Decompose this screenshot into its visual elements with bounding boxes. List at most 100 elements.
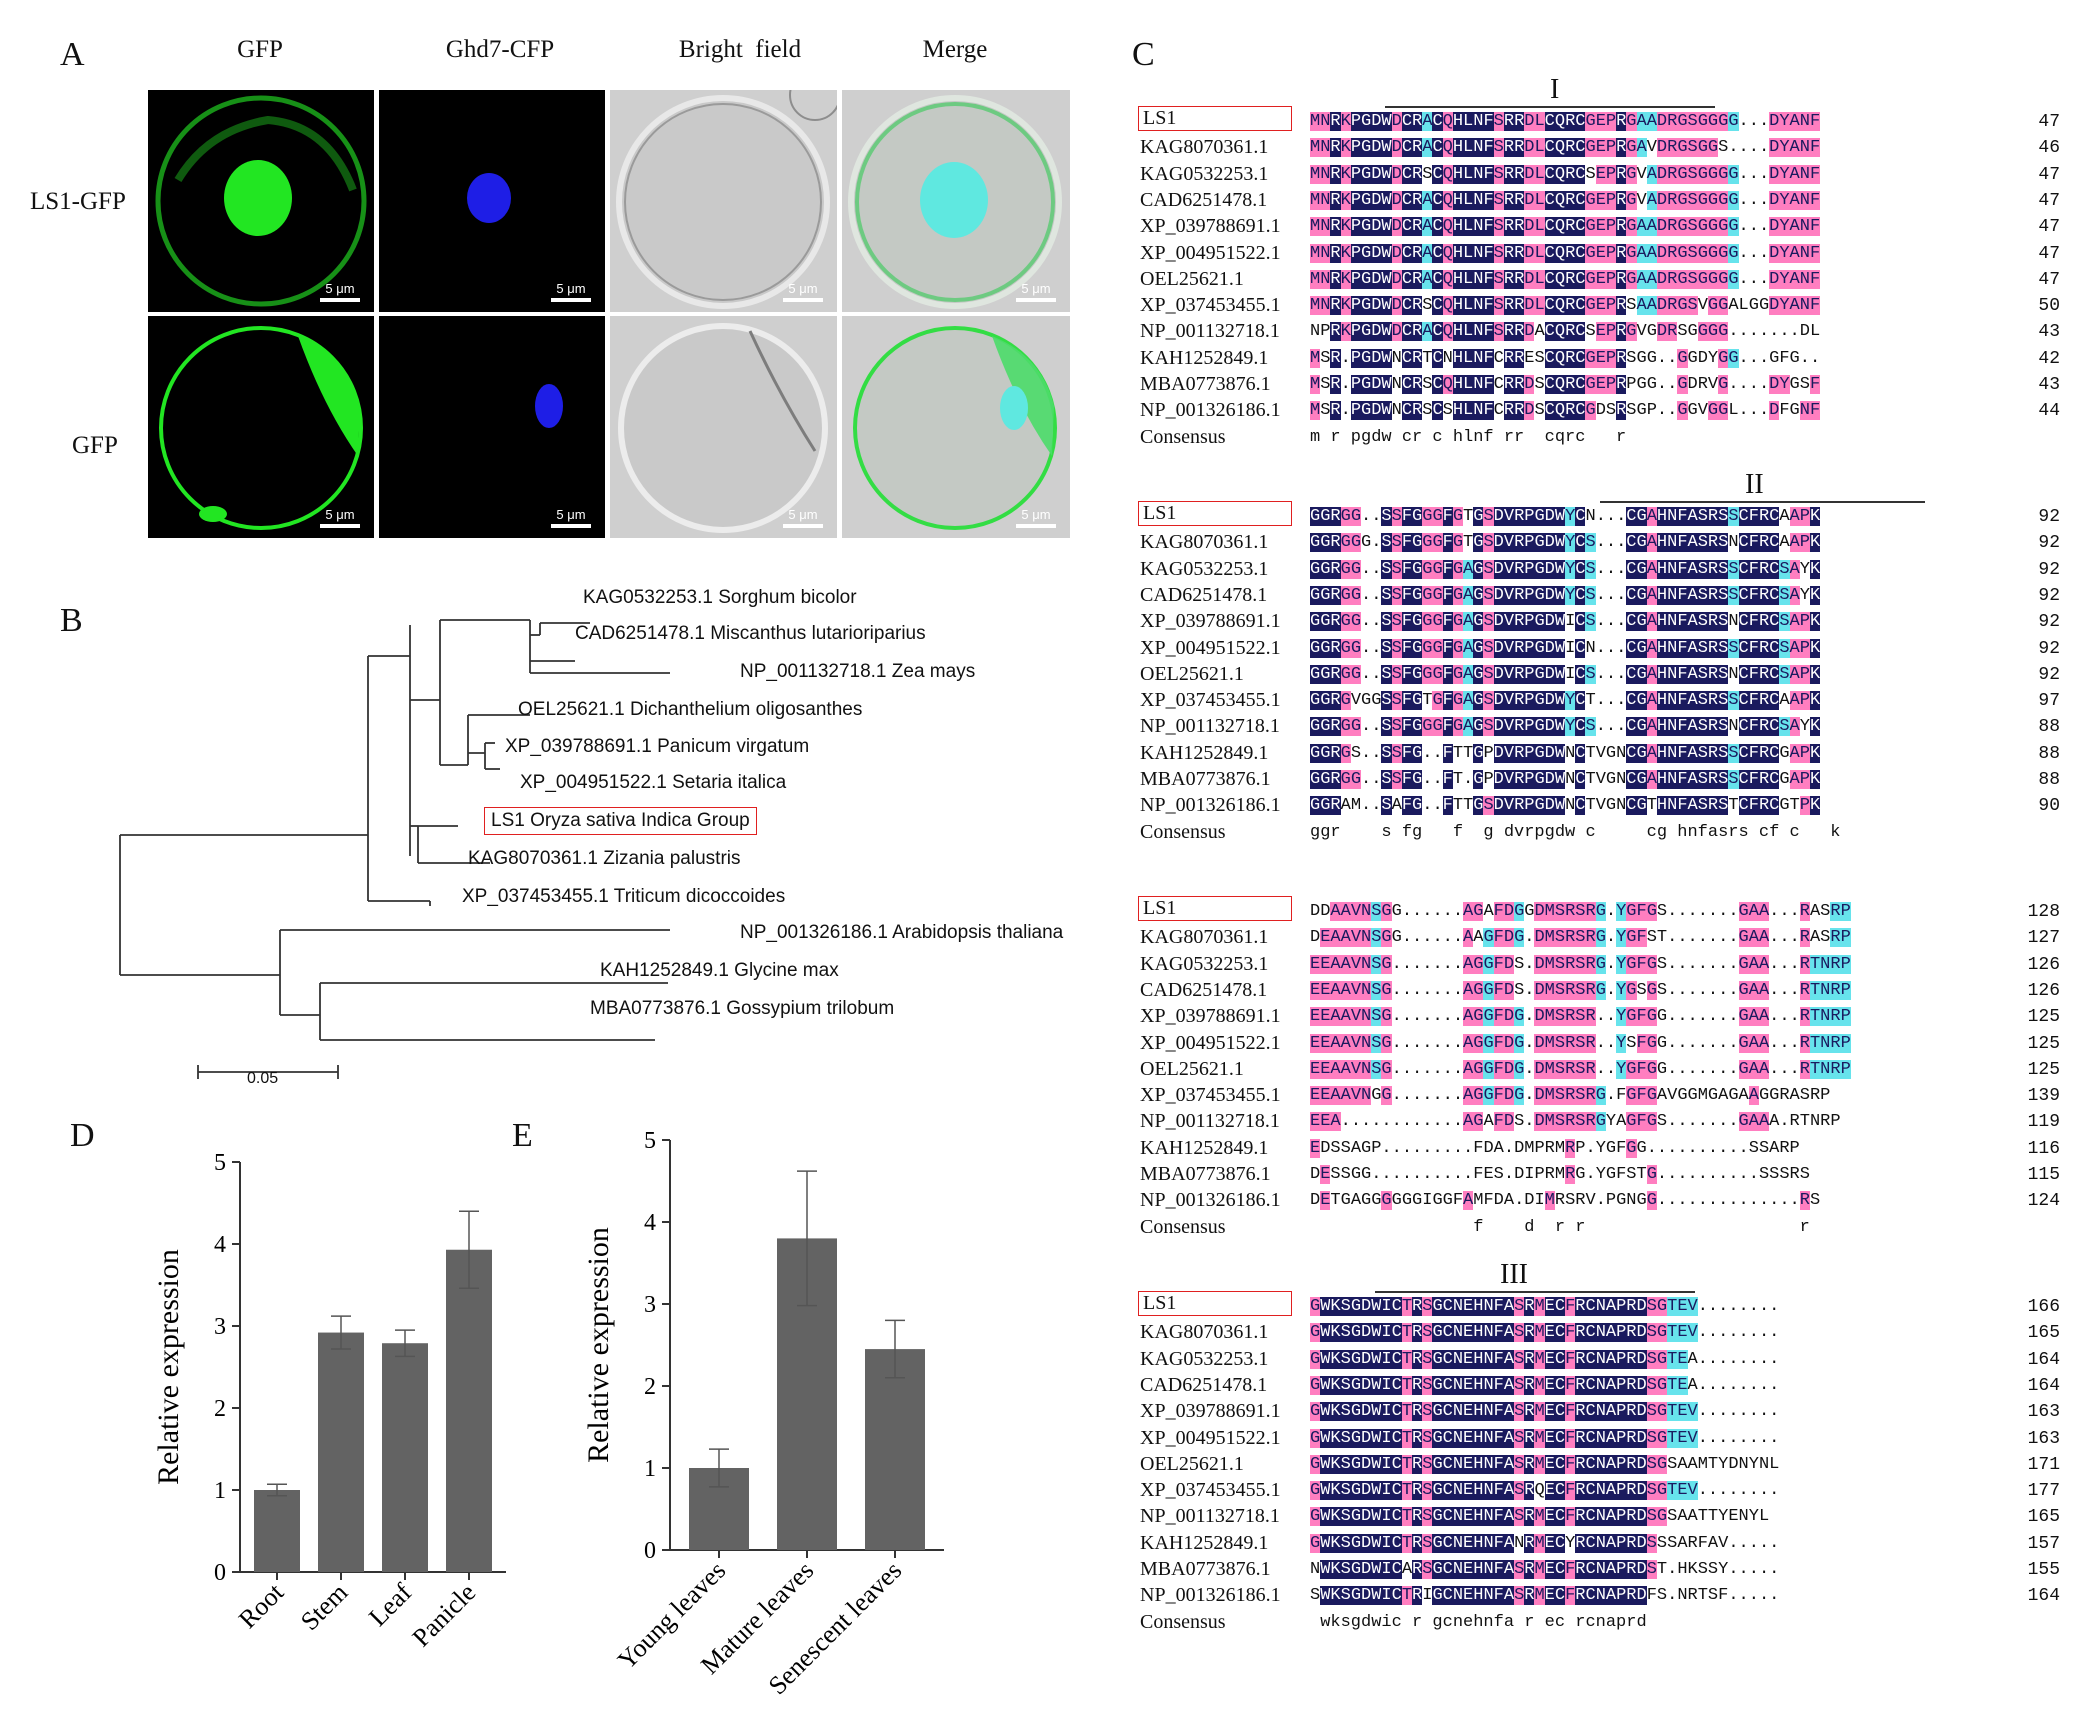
y-tick-label: 2	[214, 1396, 226, 1422]
tree-taxon: XP_037453455.1 Triticum dicoccoides	[462, 886, 786, 907]
alignment-seq-name: XP_039788691.1	[1140, 610, 1281, 633]
scale-bar: 5 μm	[783, 281, 823, 302]
consensus-label: Consensus	[1140, 1215, 1226, 1238]
motif-line	[1600, 501, 1925, 503]
alignment-seq-name: KAG0532253.1	[1140, 952, 1269, 975]
alignment-seq-end: 163	[2027, 1402, 2060, 1423]
alignment-seq-name: XP_037453455.1	[1140, 294, 1281, 317]
image-ls1-gfp-merge: 5 μm	[842, 90, 1070, 312]
alignment-seq-end: 47	[2038, 243, 2060, 264]
scale-bar: 5 μm	[320, 507, 360, 528]
alignment-seq-name: NP_001132718.1	[1140, 715, 1280, 738]
alignment-seq-end: 88	[2038, 717, 2060, 738]
alignment-seq-end: 126	[2027, 980, 2060, 1001]
alignment-seq-end: 92	[2038, 664, 2060, 685]
col-title-ghd7-cfp: Ghd7-CFP	[445, 36, 555, 63]
alignment-seq-name: NP_001132718.1	[1140, 1110, 1280, 1133]
tree-taxon: OEL25621.1 Dichanthelium oligosanthes	[518, 699, 863, 720]
alignment-seq-name: OEL25621.1	[1140, 267, 1244, 290]
alignment-seq-end: 155	[2027, 1560, 2060, 1580]
row-label-ls1-gfp: LS1-GFP	[30, 188, 126, 215]
alignment-seq: GWKSGDWICTRSGCNEHNFASRMECFRCNAPRDSGTEV..…	[1310, 1297, 1780, 1316]
motif-line	[1385, 106, 1715, 108]
consensus-seq: m r pgdw cr c hlnf rr cqrc r	[1310, 427, 1627, 447]
image-gfp-bright-field: 5 μm	[610, 316, 837, 538]
alignment-seq: GGRGG..SSFGGGFGAGSDVRPGDWYCS...CGAHNFASR…	[1310, 717, 1821, 737]
alignment-seq: MNRKPGDWDCRACQHLNFSRRDLCQRCGEPRGAVDRGSGG…	[1310, 138, 1821, 158]
alignment-seq: GGRGG..SSFGGGFGAGSDVRPGDWYCS...CGAHNFASR…	[1310, 559, 1821, 579]
alignment-seq: EEAAVNSG.......AGGFDG.DMSRSR..YSFGG.....…	[1310, 1033, 1851, 1053]
alignment-seq: DDAAVNSGG......AGAFDGGDMSRSRG.YGFGS.....…	[1310, 902, 1851, 921]
tree-taxon: XP_039788691.1 Panicum virgatum	[505, 736, 810, 757]
image-gfp-merge: 5 μm	[842, 316, 1070, 538]
alignment-seq-end: 163	[2027, 1428, 2060, 1449]
alignment-seq: EEAAVNGG.......AGGFDG.DMSRSRG.FGFGAVGGMG…	[1310, 1086, 1831, 1106]
alignment-seq: MNRKPGDWDCRACQHLNFSRRDLCQRCGEPRGAADRGSGG…	[1310, 217, 1821, 237]
alignment-seq-name: NP_001132718.1	[1140, 320, 1280, 343]
alignment-seq-name: MBA0773876.1	[1140, 768, 1271, 790]
alignment-seq-name: KAH1252849.1	[1140, 1136, 1269, 1159]
alignment-seq-end: 125	[2027, 1033, 2060, 1054]
tree-taxon: MBA0773876.1 Gossypium trilobum	[590, 998, 895, 1019]
alignment-seq-name: NP_001132718.1	[1140, 1505, 1280, 1528]
alignment-seq: MSR.PGDWNCRTCNHLNFCRRESCQRCGEPRSGG..GGDY…	[1310, 348, 1821, 368]
alignment-seq: GWKSGDWICTRSGCNEHNFASRMECFRCNAPRDSGTEV..…	[1310, 1402, 1780, 1422]
alignment-seq-end: 43	[2038, 322, 2060, 343]
alignment-seq-name: XP_004951522.1	[1140, 1426, 1281, 1449]
alignment-seq: GWKSGDWICTRSGCNEHNFASRMECFRCNAPRDSGTEA..…	[1310, 1349, 1780, 1369]
alignment-seq-name: XP_037453455.1	[1140, 1084, 1281, 1107]
y-tick-label: 4	[214, 1232, 226, 1258]
tree-taxon: CAD6251478.1 Miscanthus lutarioriparius	[575, 623, 926, 644]
bar	[318, 1332, 364, 1572]
alignment-seq-name: KAH1252849.1	[1140, 1531, 1269, 1554]
y-tick-label: 4	[644, 1210, 656, 1236]
image-gfp-cfp: 5 μm	[379, 316, 605, 538]
alignment-seq: EEAAVNSG.......AGGFDS.DMSRSRG.YGSGS.....…	[1310, 980, 1851, 1000]
alignment-seq: EEAAVNSG.......AGGFDG.DMSRSR..YGFGG.....…	[1310, 1059, 1851, 1079]
alignment-seq-name: KAG8070361.1	[1140, 1321, 1269, 1344]
alignment-seq-end: 126	[2027, 954, 2060, 975]
alignment-seq: GGRGG..SSFGGGFGTGSDVRPGDWYCN...CGAHNFASR…	[1310, 507, 1821, 526]
alignment-seq-end: 139	[2027, 1086, 2060, 1107]
alignment-seq: GGRGGG.SSFGGGFGTGSDVRPGDWYCS...CGAHNFASR…	[1310, 533, 1821, 553]
image-ls1-gfp-gfp: 5 μm	[148, 90, 374, 312]
alignment-seq: MNRKPGDWDCRACQHLNFSRRDLCQRCGEPRGAADRGSGG…	[1310, 112, 1821, 131]
y-axis-label: Relative expression	[585, 1227, 615, 1463]
alignment-seq-name: LS1	[1138, 501, 1292, 526]
x-tick-label: Panicle	[407, 1578, 482, 1653]
alignment-seq-name: KAG8070361.1	[1140, 136, 1269, 159]
alignment-seq-name: MBA0773876.1	[1140, 1558, 1271, 1580]
alignment-seq-name: CAD6251478.1	[1140, 188, 1268, 211]
consensus-seq: f d r r r	[1310, 1217, 1810, 1237]
alignment-seq-end: 157	[2027, 1533, 2060, 1554]
alignment-seq: GWKSGDWICTRSGCNEHNFASRMECFRCNAPRDSGTEA..…	[1310, 1375, 1780, 1395]
y-tick-label: 1	[214, 1478, 226, 1504]
image-ls1-gfp-bright-field: 5 μm	[610, 90, 837, 312]
consensus-label: Consensus	[1140, 1610, 1226, 1633]
y-tick-label: 5	[644, 1128, 656, 1154]
alignment-seq-end: 92	[2038, 638, 2060, 659]
alignment-seq-name: XP_004951522.1	[1140, 241, 1281, 264]
alignment-seq: GWKSGDWICTRSGCNEHNFASRMECFRCNAPRDSGSAAMT…	[1310, 1454, 1780, 1474]
alignment-seq-end: 44	[2038, 401, 2060, 422]
scale-bar: 5 μm	[551, 281, 591, 302]
alignment-seq: GWKSGDWICTRSGCNEHNFASRMECFRCNAPRDSGTEV..…	[1310, 1323, 1780, 1343]
tree-taxon: NP_001326186.1 Arabidopsis thaliana	[740, 922, 1064, 943]
y-tick-label: 1	[644, 1456, 656, 1482]
alignment-seq-name: LS1	[1138, 896, 1292, 921]
alignment-seq-end: 116	[2027, 1138, 2060, 1159]
alignment-seq-end: 47	[2038, 217, 2060, 238]
alignment-seq-name: NP_001326186.1	[1140, 399, 1281, 422]
alignment-seq-end: 165	[2027, 1507, 2060, 1528]
y-tick-label: 3	[214, 1314, 226, 1340]
alignment-seq-end: 164	[2027, 1586, 2060, 1607]
alignment-seq-name: KAG0532253.1	[1140, 1347, 1269, 1370]
alignment-seq: GWKSGDWICTRSGCNEHNFASRMECFRCNAPRDSGTEV..…	[1310, 1428, 1780, 1448]
alignment-seq: EDSSAGP.........FDA.DMPRMRP.YGFGG.......…	[1310, 1138, 1800, 1158]
bar	[865, 1349, 925, 1550]
motif-line	[1375, 1291, 1695, 1293]
alignment-seq: SWKSGDWICTRIGCNEHNFASRMECFRCNAPRDFS.NRTS…	[1310, 1586, 1780, 1606]
alignment-seq-name: KAH1252849.1	[1140, 741, 1269, 764]
alignment-seq: MSR.PGDWNCRSCSHLNFCRRDSCQRCGDSRSGP..GGVG…	[1310, 401, 1821, 421]
alignment-seq-name: XP_037453455.1	[1140, 1479, 1281, 1502]
